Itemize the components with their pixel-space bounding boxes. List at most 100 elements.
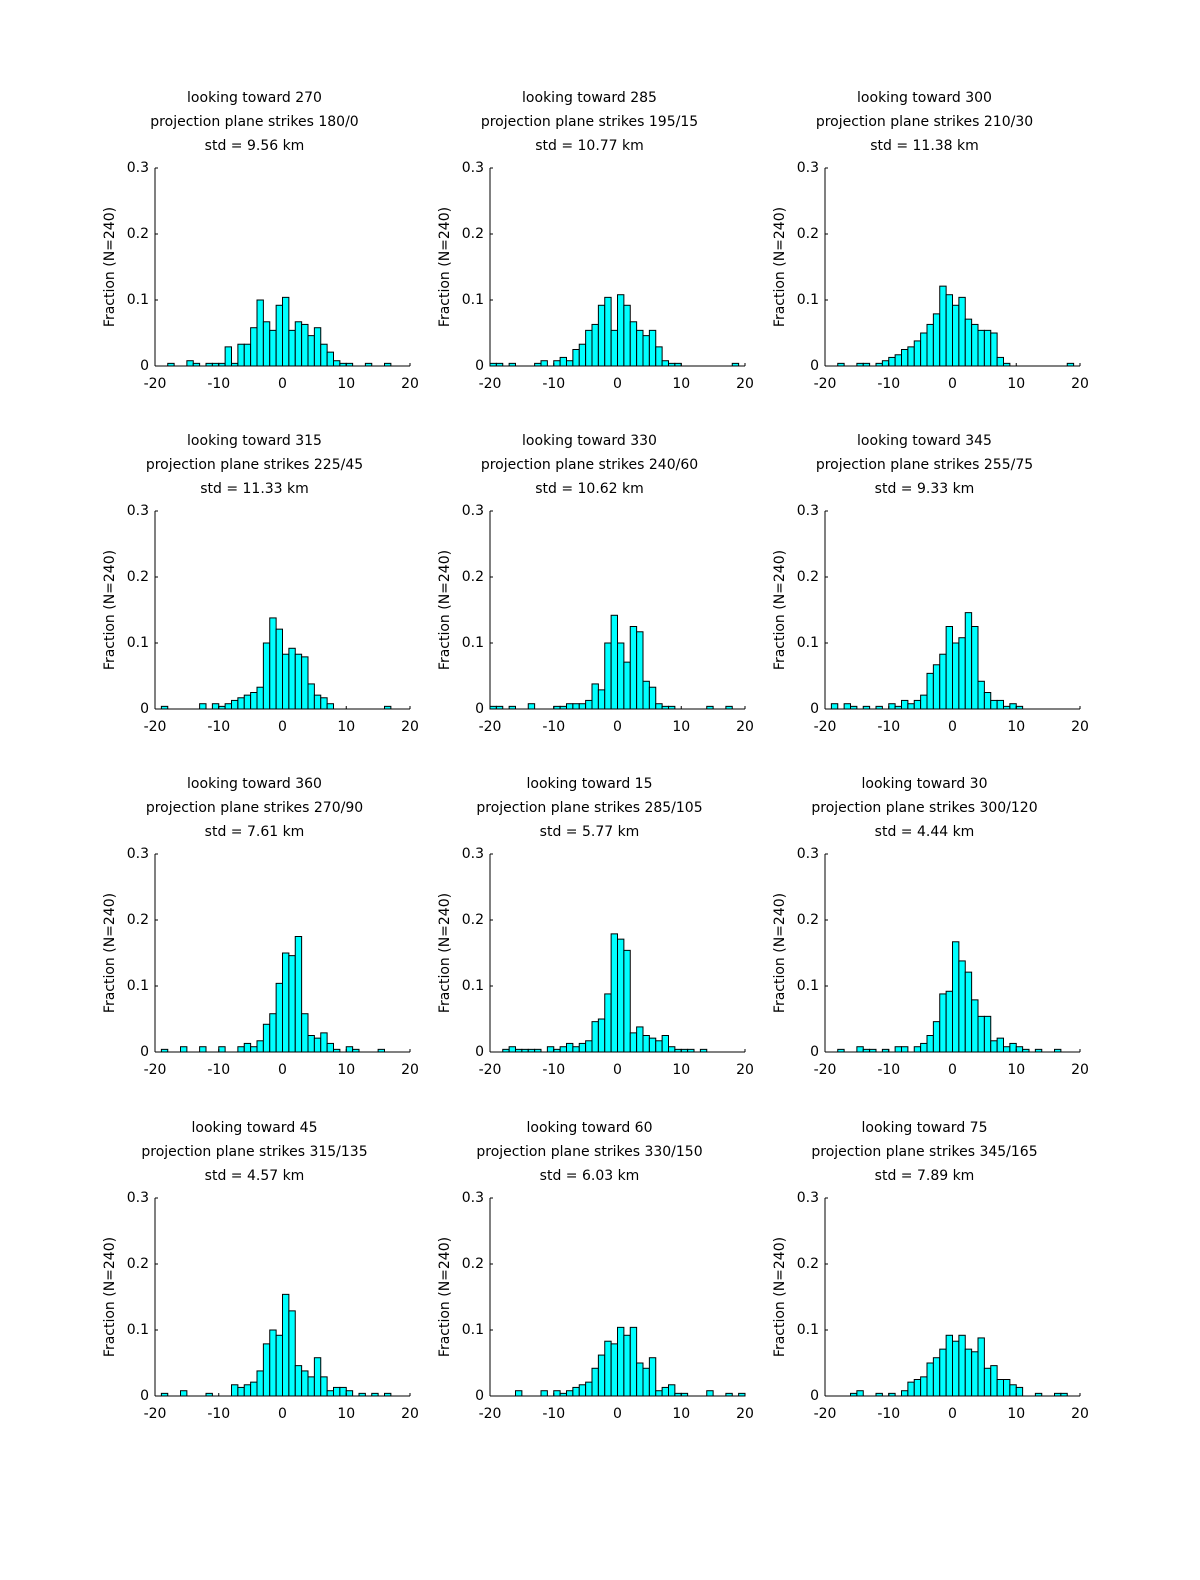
bar bbox=[301, 656, 309, 710]
bar bbox=[617, 1326, 625, 1397]
bar bbox=[1009, 1042, 1017, 1053]
x-tick-label: -10 bbox=[877, 1062, 900, 1078]
bar bbox=[894, 354, 902, 367]
x-tick-label: -20 bbox=[814, 1062, 837, 1078]
bar bbox=[339, 1386, 347, 1397]
y-tick-label: 0 bbox=[810, 1044, 819, 1060]
y-tick-label: 0.1 bbox=[462, 292, 484, 308]
x-tick-label: 10 bbox=[337, 1062, 355, 1078]
bar bbox=[926, 1035, 934, 1053]
y-tick-label: 0 bbox=[140, 1044, 149, 1060]
x-tick-label: -20 bbox=[814, 719, 837, 735]
bar bbox=[932, 664, 941, 710]
bar bbox=[932, 1021, 941, 1053]
x-tick-label: 10 bbox=[337, 376, 355, 392]
y-tick-label: 0.1 bbox=[127, 978, 149, 994]
y-tick-label: 0 bbox=[140, 701, 149, 717]
bar bbox=[269, 1329, 277, 1397]
chart-title: std = 4.44 km bbox=[875, 824, 975, 840]
bar bbox=[256, 1040, 264, 1053]
x-tick-label: 0 bbox=[948, 376, 957, 392]
bar bbox=[901, 1390, 909, 1397]
bar bbox=[275, 628, 283, 710]
x-tick-label: -20 bbox=[814, 376, 837, 392]
bar bbox=[629, 1326, 638, 1397]
bar bbox=[294, 653, 303, 710]
y-tick-label: 0 bbox=[140, 358, 149, 374]
x-tick-label: -10 bbox=[207, 719, 230, 735]
x-tick-label: 0 bbox=[948, 1406, 957, 1422]
x-tick-label: 10 bbox=[1007, 1062, 1025, 1078]
y-axis-label: Fraction (N=240) bbox=[102, 550, 118, 670]
x-tick-label: 0 bbox=[278, 376, 287, 392]
bar bbox=[990, 699, 998, 710]
chart-title: looking toward 300 bbox=[857, 90, 992, 106]
y-tick-label: 0.2 bbox=[462, 912, 484, 928]
bar bbox=[920, 1376, 928, 1397]
y-tick-label: 0.1 bbox=[462, 978, 484, 994]
bar bbox=[939, 285, 947, 367]
y-tick-label: 0.3 bbox=[127, 503, 149, 519]
bar bbox=[572, 1046, 580, 1053]
x-tick-label: 0 bbox=[278, 1406, 287, 1422]
bar bbox=[907, 346, 915, 367]
bar bbox=[231, 1384, 239, 1397]
x-tick-label: 20 bbox=[1071, 1062, 1089, 1078]
y-tick-label: 0.3 bbox=[127, 846, 149, 862]
bar bbox=[597, 1018, 606, 1053]
y-tick-label: 0 bbox=[810, 1388, 819, 1404]
x-tick-label: 20 bbox=[1071, 1406, 1089, 1422]
bar bbox=[958, 1334, 966, 1397]
bar bbox=[952, 642, 960, 710]
bar bbox=[983, 692, 992, 710]
bar bbox=[932, 313, 941, 367]
bar bbox=[585, 1040, 593, 1053]
chart-title: looking toward 45 bbox=[192, 1120, 318, 1136]
bar bbox=[288, 1310, 296, 1397]
bar bbox=[971, 323, 979, 367]
x-tick-label: 0 bbox=[948, 719, 957, 735]
bar bbox=[597, 1354, 606, 1397]
bar bbox=[199, 1046, 207, 1053]
bar bbox=[326, 1042, 334, 1053]
chart-title: projection plane strikes 210/30 bbox=[816, 114, 1033, 130]
y-tick-label: 0.3 bbox=[462, 846, 484, 862]
bar bbox=[604, 642, 612, 710]
bar bbox=[320, 1376, 328, 1397]
chart-title: projection plane strikes 180/0 bbox=[150, 114, 358, 130]
y-tick-label: 0.2 bbox=[127, 912, 149, 928]
chart-title: looking toward 345 bbox=[857, 433, 992, 449]
bar bbox=[945, 626, 953, 710]
bar bbox=[617, 938, 625, 1053]
y-axis-label: Fraction (N=240) bbox=[437, 207, 453, 327]
y-tick-label: 0.1 bbox=[797, 635, 819, 651]
bar bbox=[275, 982, 283, 1053]
y-tick-label: 0.3 bbox=[127, 1190, 149, 1206]
x-tick-label: -10 bbox=[542, 376, 565, 392]
bar bbox=[262, 1343, 271, 1397]
bar bbox=[617, 294, 625, 367]
chart-title: std = 7.89 km bbox=[875, 1168, 975, 1184]
x-tick-label: -20 bbox=[144, 1062, 167, 1078]
x-tick-label: 20 bbox=[736, 1406, 754, 1422]
chart-title: std = 9.56 km bbox=[205, 138, 305, 154]
chart-title: projection plane strikes 225/45 bbox=[146, 457, 363, 473]
x-tick-label: -20 bbox=[144, 376, 167, 392]
chart-title: looking toward 360 bbox=[187, 776, 322, 792]
x-tick-label: 0 bbox=[613, 1406, 622, 1422]
bar bbox=[566, 1390, 574, 1397]
bar bbox=[282, 952, 290, 1053]
x-tick-label: 10 bbox=[337, 719, 355, 735]
bar bbox=[333, 360, 341, 367]
bar bbox=[958, 296, 966, 367]
bar bbox=[894, 1046, 902, 1053]
x-tick-label: -20 bbox=[479, 1062, 502, 1078]
bar bbox=[706, 1390, 714, 1397]
chart-title: projection plane strikes 255/75 bbox=[816, 457, 1033, 473]
bar bbox=[282, 296, 290, 367]
x-tick-label: 10 bbox=[672, 376, 690, 392]
bar bbox=[623, 949, 631, 1053]
y-tick-label: 0 bbox=[810, 358, 819, 374]
bar bbox=[313, 1037, 322, 1053]
bar bbox=[1009, 1384, 1017, 1397]
